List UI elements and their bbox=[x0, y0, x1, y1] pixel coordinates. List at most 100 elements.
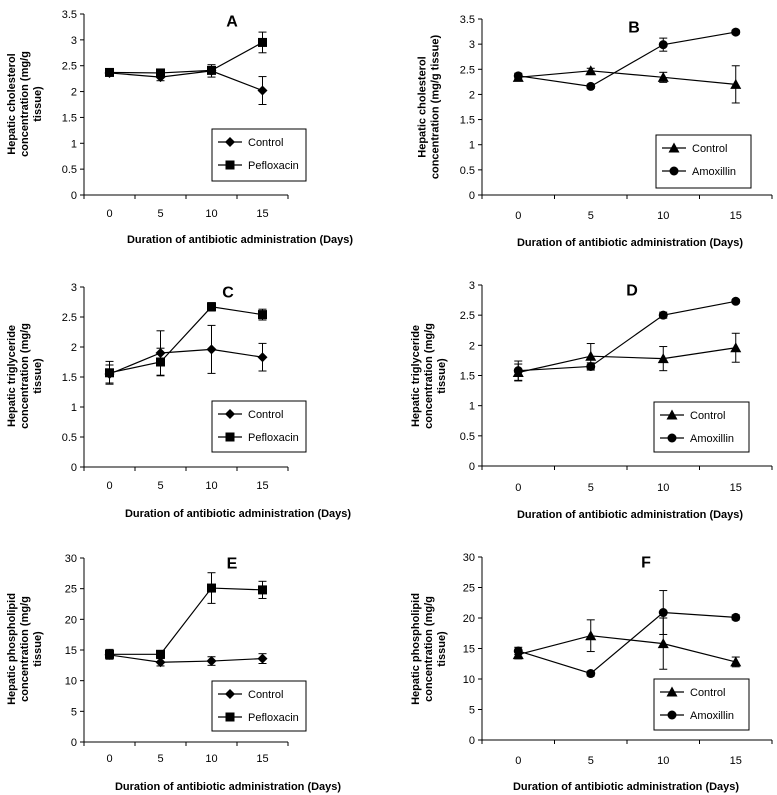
y-tick-label: 5 bbox=[469, 705, 475, 717]
panel-letter: A bbox=[226, 13, 238, 30]
legend-box bbox=[655, 134, 752, 189]
legend-label: Control bbox=[248, 137, 283, 149]
y-axis-label-line: concentration (mg/g bbox=[423, 323, 435, 429]
data-point bbox=[513, 646, 523, 656]
x-tick-label: 15 bbox=[730, 482, 742, 494]
series-line bbox=[518, 70, 736, 85]
x-tick-label: 5 bbox=[588, 482, 594, 494]
y-axis-label-line: Hepatic triglyceride bbox=[410, 325, 422, 427]
x-tick-label: 10 bbox=[657, 755, 669, 767]
y-tick-label: 3 bbox=[469, 280, 475, 292]
legend-marker bbox=[669, 166, 679, 176]
data-point bbox=[658, 608, 668, 618]
series-amoxillin bbox=[513, 590, 741, 679]
x-tick-label: 10 bbox=[205, 480, 217, 492]
y-tick-label: 2 bbox=[71, 87, 77, 99]
legend-marker bbox=[668, 142, 680, 153]
panel-c: C 0 0.5 1 1.5 2 2.5 3 0 5 10 15 Duration of antibiot… bbox=[6, 282, 351, 520]
data-point bbox=[258, 37, 267, 47]
data-point bbox=[586, 81, 596, 91]
y-axis-label-line: concentration (mg/g bbox=[19, 596, 31, 702]
y-tick-label: 0 bbox=[469, 735, 475, 747]
series-pefloxacin bbox=[105, 302, 267, 385]
panel-letter: F bbox=[641, 554, 651, 571]
data-point bbox=[258, 310, 267, 320]
x-tick-label: 0 bbox=[106, 208, 112, 220]
series-pefloxacin bbox=[105, 31, 267, 78]
y-axis-label-line: concentration (mg/g bbox=[19, 323, 31, 429]
legend-label: Control bbox=[692, 143, 727, 155]
y-tick-label: 0 bbox=[469, 190, 475, 202]
y-tick-label: 0.5 bbox=[62, 432, 77, 444]
y-tick-label: 3 bbox=[71, 282, 77, 294]
data-point bbox=[207, 302, 216, 312]
x-tick-label: 0 bbox=[515, 482, 521, 494]
legend-marker bbox=[667, 710, 677, 720]
y-tick-label: 2.5 bbox=[62, 61, 77, 73]
panel-e: E 0 5 10 15 20 25 30 0 5 10 15 Duration of antibioti… bbox=[6, 553, 341, 793]
y-axis-label-line: tissue) bbox=[436, 631, 448, 667]
y-axis-label: Hepatic cholesterolconcentration (mg/g t… bbox=[417, 35, 442, 180]
x-tick-label: 5 bbox=[588, 210, 594, 222]
legend-box bbox=[653, 401, 750, 453]
y-axis-label: Hepatic triglycerideconcentration (mg/gt… bbox=[6, 323, 44, 429]
x-tick-label: 15 bbox=[730, 210, 742, 222]
y-axis-label: Hepatic phospholipidconcentration (mg/gt… bbox=[6, 593, 44, 705]
y-tick-label: 5 bbox=[71, 706, 77, 718]
y-axis-label-line: tissue) bbox=[32, 358, 44, 394]
x-axis-label: Duration of antibiotic administration (D… bbox=[115, 781, 341, 793]
data-point bbox=[257, 85, 268, 96]
y-tick-label: 2 bbox=[469, 89, 475, 101]
series-line bbox=[518, 347, 736, 374]
x-axis-label: Duration of antibiotic administration (D… bbox=[127, 234, 353, 246]
y-tick-label: 20 bbox=[463, 613, 475, 625]
series-line bbox=[109, 348, 263, 375]
legend-label: Pefloxacin bbox=[248, 432, 299, 444]
y-axis-label-line: Hepatic phospholipid bbox=[6, 593, 18, 705]
y-tick-label: 3 bbox=[469, 39, 475, 51]
series-line bbox=[518, 300, 736, 372]
legend: Control Pefloxacin bbox=[211, 680, 307, 732]
legend-label: Control bbox=[248, 409, 283, 421]
y-tick-label: 2 bbox=[71, 342, 77, 354]
x-tick-label: 10 bbox=[657, 482, 669, 494]
legend-label: Pefloxacin bbox=[248, 712, 299, 724]
data-point bbox=[658, 310, 668, 320]
x-tick-label: 10 bbox=[657, 210, 669, 222]
y-tick-label: 1 bbox=[71, 138, 77, 150]
x-tick-label: 5 bbox=[588, 755, 594, 767]
y-tick-label: 1.5 bbox=[62, 112, 77, 124]
x-tick-label: 5 bbox=[157, 753, 163, 765]
y-tick-label: 3.5 bbox=[460, 14, 475, 26]
y-tick-label: 0.5 bbox=[460, 165, 475, 177]
x-tick-label: 15 bbox=[256, 480, 268, 492]
data-point bbox=[730, 656, 742, 667]
panel-f: F 0 5 10 15 20 25 30 0 5 10 15 Duration of antibioti… bbox=[410, 552, 773, 793]
legend-label: Control bbox=[690, 410, 725, 422]
x-tick-label: 15 bbox=[256, 208, 268, 220]
series-line bbox=[109, 306, 263, 374]
panel-d: D 0 0.5 1 1.5 2 2.5 3 0 5 10 15 Duration of antibiot… bbox=[410, 280, 773, 521]
y-tick-label: 1.5 bbox=[62, 372, 77, 384]
series-line bbox=[109, 654, 263, 663]
x-tick-label: 0 bbox=[106, 480, 112, 492]
legend: Control Amoxillin bbox=[655, 134, 752, 189]
x-tick-label: 0 bbox=[515, 755, 521, 767]
y-axis-label: Hepatic phospholipidconcentration (mg/gt… bbox=[410, 593, 448, 705]
legend-marker bbox=[225, 137, 235, 147]
y-tick-label: 10 bbox=[463, 674, 475, 686]
y-tick-label: 0 bbox=[71, 190, 77, 202]
y-tick-label: 30 bbox=[463, 552, 475, 564]
x-axis-label: Duration of antibiotic administration (D… bbox=[517, 509, 743, 521]
data-point bbox=[731, 27, 741, 37]
legend-marker bbox=[666, 409, 678, 420]
y-tick-label: 1.5 bbox=[460, 115, 475, 127]
y-axis-label-line: Hepatic triglyceride bbox=[6, 325, 18, 427]
series-control bbox=[104, 649, 268, 668]
panel-letter: B bbox=[628, 19, 640, 36]
data-point bbox=[730, 342, 742, 353]
data-point bbox=[105, 649, 114, 659]
panel-letter: D bbox=[626, 282, 638, 299]
data-point bbox=[257, 352, 268, 363]
